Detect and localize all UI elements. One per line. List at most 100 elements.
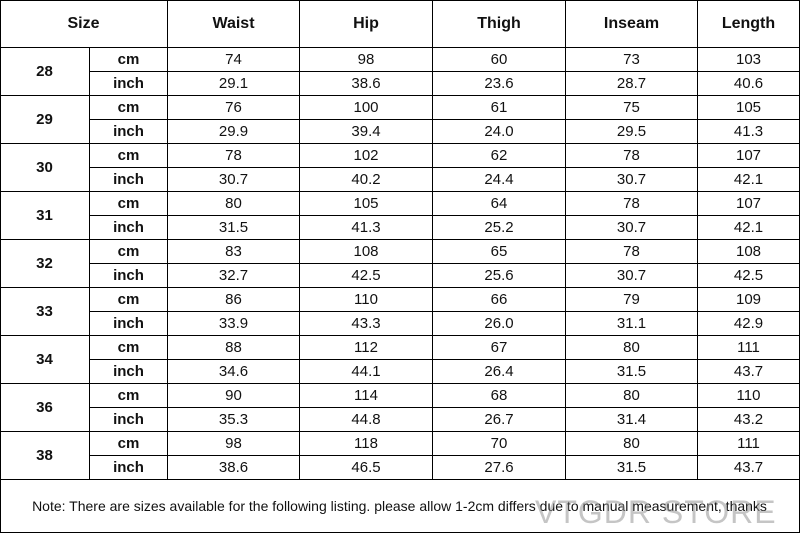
value-cell: 70 — [433, 432, 566, 456]
value-cell: 98 — [168, 432, 300, 456]
value-cell: 31.5 — [168, 216, 300, 240]
value-cell: 107 — [698, 192, 800, 216]
value-cell: 42.1 — [698, 216, 800, 240]
value-cell: 109 — [698, 288, 800, 312]
value-cell: 107 — [698, 144, 800, 168]
value-cell: 30.7 — [566, 264, 698, 288]
value-cell: 30.7 — [566, 168, 698, 192]
value-cell: 74 — [168, 48, 300, 72]
value-cell: 86 — [168, 288, 300, 312]
size-cell: 28 — [0, 48, 90, 96]
value-cell: 34.6 — [168, 360, 300, 384]
unit-cell: cm — [90, 432, 168, 456]
value-cell: 80 — [168, 192, 300, 216]
unit-cell: cm — [90, 288, 168, 312]
value-cell: 28.7 — [566, 72, 698, 96]
value-cell: 38.6 — [300, 72, 433, 96]
header-cell: Size — [0, 0, 168, 48]
value-cell: 42.9 — [698, 312, 800, 336]
value-cell: 31.4 — [566, 408, 698, 432]
value-cell: 108 — [698, 240, 800, 264]
value-cell: 68 — [433, 384, 566, 408]
value-cell: 41.3 — [300, 216, 433, 240]
value-cell: 73 — [566, 48, 698, 72]
size-cell: 32 — [0, 240, 90, 288]
value-cell: 80 — [566, 384, 698, 408]
size-cell: 38 — [0, 432, 90, 480]
unit-cell: inch — [90, 168, 168, 192]
size-cell: 33 — [0, 288, 90, 336]
value-cell: 43.7 — [698, 360, 800, 384]
value-cell: 42.5 — [698, 264, 800, 288]
unit-cell: cm — [90, 144, 168, 168]
value-cell: 108 — [300, 240, 433, 264]
value-cell: 26.7 — [433, 408, 566, 432]
header-cell: Hip — [300, 0, 433, 48]
value-cell: 25.6 — [433, 264, 566, 288]
unit-cell: inch — [90, 216, 168, 240]
value-cell: 31.5 — [566, 456, 698, 480]
value-cell: 90 — [168, 384, 300, 408]
unit-cell: cm — [90, 96, 168, 120]
value-cell: 110 — [698, 384, 800, 408]
value-cell: 31.5 — [566, 360, 698, 384]
value-cell: 103 — [698, 48, 800, 72]
unit-cell: cm — [90, 336, 168, 360]
value-cell: 25.2 — [433, 216, 566, 240]
value-cell: 31.1 — [566, 312, 698, 336]
value-cell: 62 — [433, 144, 566, 168]
value-cell: 26.0 — [433, 312, 566, 336]
value-cell: 75 — [566, 96, 698, 120]
size-cell: 30 — [0, 144, 90, 192]
unit-cell: cm — [90, 192, 168, 216]
value-cell: 78 — [566, 192, 698, 216]
value-cell: 33.9 — [168, 312, 300, 336]
value-cell: 66 — [433, 288, 566, 312]
unit-cell: inch — [90, 264, 168, 288]
size-cell: 36 — [0, 384, 90, 432]
value-cell: 67 — [433, 336, 566, 360]
size-cell: 31 — [0, 192, 90, 240]
value-cell: 35.3 — [168, 408, 300, 432]
value-cell: 80 — [566, 432, 698, 456]
value-cell: 23.6 — [433, 72, 566, 96]
value-cell: 42.1 — [698, 168, 800, 192]
value-cell: 46.5 — [300, 456, 433, 480]
unit-cell: inch — [90, 120, 168, 144]
unit-cell: inch — [90, 360, 168, 384]
value-cell: 29.5 — [566, 120, 698, 144]
size-cell: 34 — [0, 336, 90, 384]
value-cell: 29.1 — [168, 72, 300, 96]
value-cell: 111 — [698, 336, 800, 360]
header-cell: Length — [698, 0, 800, 48]
value-cell: 111 — [698, 432, 800, 456]
value-cell: 40.6 — [698, 72, 800, 96]
value-cell: 78 — [168, 144, 300, 168]
value-cell: 43.7 — [698, 456, 800, 480]
unit-cell: cm — [90, 384, 168, 408]
size-cell: 29 — [0, 96, 90, 144]
value-cell: 44.1 — [300, 360, 433, 384]
unit-cell: inch — [90, 456, 168, 480]
value-cell: 78 — [566, 144, 698, 168]
value-cell: 41.3 — [698, 120, 800, 144]
unit-cell: cm — [90, 48, 168, 72]
value-cell: 30.7 — [168, 168, 300, 192]
value-cell: 40.2 — [300, 168, 433, 192]
value-cell: 29.9 — [168, 120, 300, 144]
value-cell: 105 — [698, 96, 800, 120]
value-cell: 39.4 — [300, 120, 433, 144]
unit-cell: cm — [90, 240, 168, 264]
value-cell: 44.8 — [300, 408, 433, 432]
header-cell: Thigh — [433, 0, 566, 48]
value-cell: 118 — [300, 432, 433, 456]
header-cell: Inseam — [566, 0, 698, 48]
value-cell: 65 — [433, 240, 566, 264]
value-cell: 105 — [300, 192, 433, 216]
header-cell: Waist — [168, 0, 300, 48]
value-cell: 98 — [300, 48, 433, 72]
value-cell: 61 — [433, 96, 566, 120]
value-cell: 83 — [168, 240, 300, 264]
value-cell: 80 — [566, 336, 698, 360]
unit-cell: inch — [90, 312, 168, 336]
